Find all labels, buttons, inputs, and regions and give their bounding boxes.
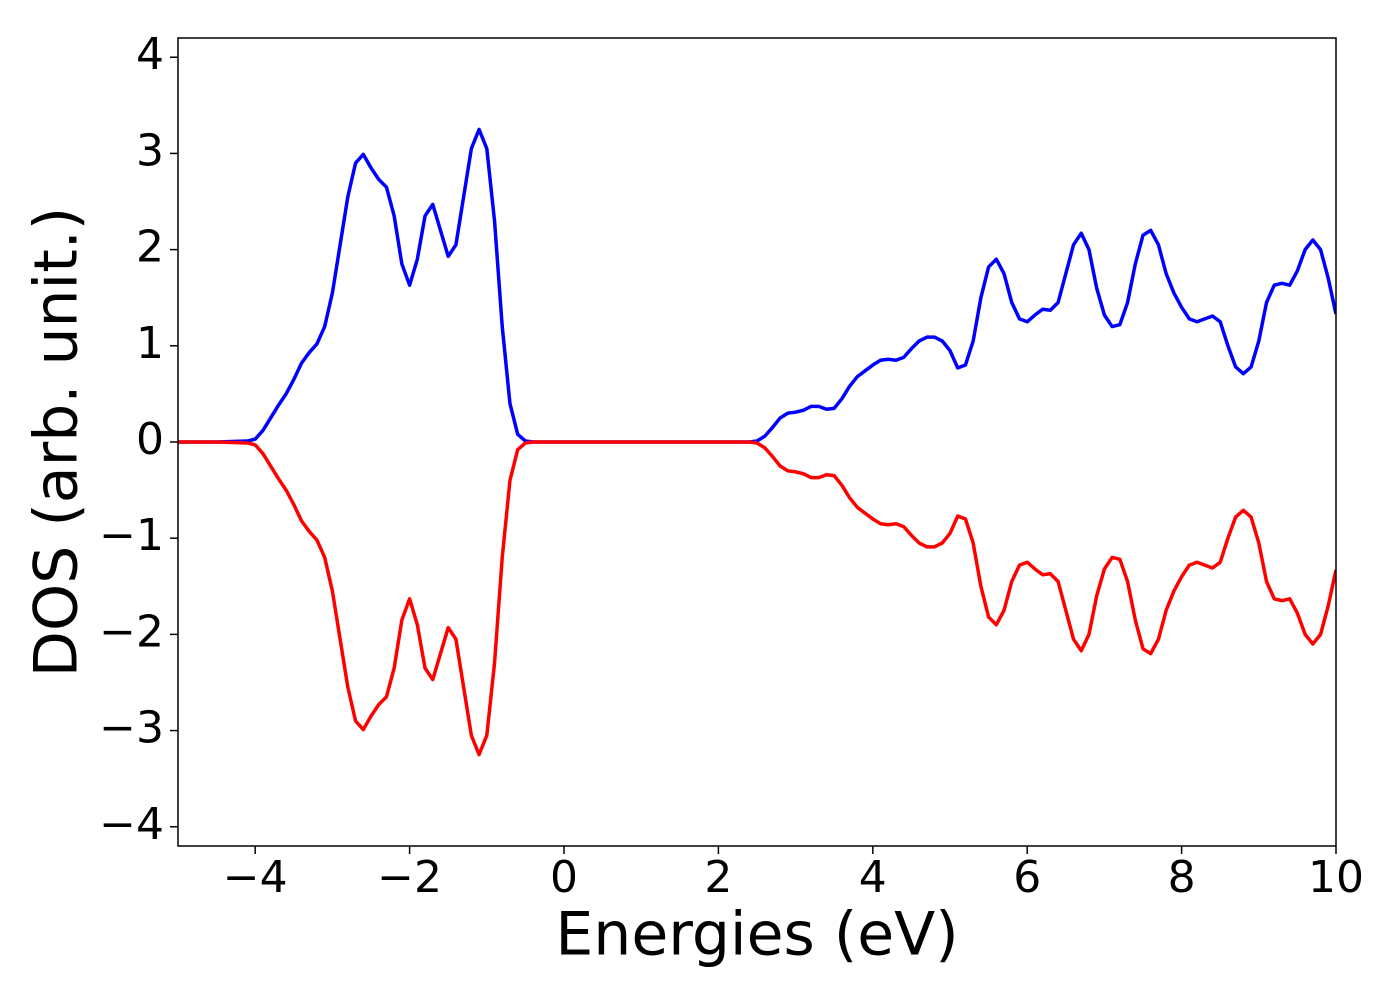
x-tick-label: 6 [1013,852,1041,903]
y-tick-label: 3 [136,125,164,176]
y-tick-label: −4 [99,799,164,850]
x-tick-label: 4 [859,852,887,903]
x-tick-label: 8 [1168,852,1196,903]
y-tick-label: 1 [136,318,164,369]
y-tick-label: −2 [99,606,164,657]
plot-frame [177,37,1337,847]
x-tick-label: 10 [1308,852,1364,903]
x-axis-label: Energies (eV) [555,900,958,970]
y-tick-label: 4 [136,29,164,80]
y-tick-label: −1 [99,510,164,561]
dos-line [178,127,1336,444]
x-tick-label: 0 [550,852,578,903]
y-axis-label: DOS (arb. unit.) [22,207,92,677]
y-tick-label: 2 [136,222,164,273]
x-tick-label: 2 [704,852,732,903]
x-tick-label: −4 [223,852,288,903]
dos-line [178,440,1336,757]
y-tick-label: 0 [136,414,164,465]
y-tick-label: −3 [99,703,164,754]
x-tick-label: −2 [377,852,442,903]
